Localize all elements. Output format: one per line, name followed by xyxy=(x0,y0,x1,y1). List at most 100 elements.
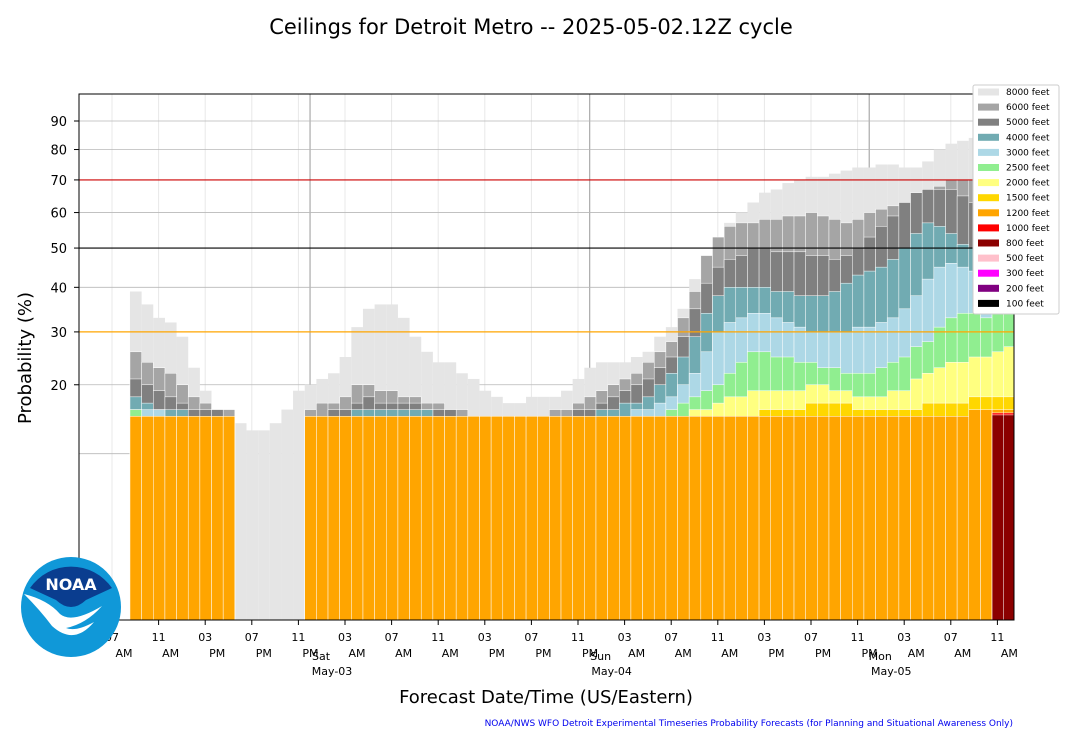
legend-label: 5000 feet xyxy=(1006,118,1050,128)
bar-1200-feet xyxy=(397,416,410,621)
x-tick-label: 11 xyxy=(851,631,865,644)
bar-1200-feet xyxy=(572,416,585,621)
bar-1200-feet xyxy=(723,416,737,621)
legend-label: 1500 feet xyxy=(1006,194,1050,204)
x-axis: 07 AM 11 AM 03 PM 07 PM 11 PM 03 AM 07 AM 11 AM 03 PM 07 PM… xyxy=(105,620,1018,678)
legend-swatch xyxy=(978,148,999,156)
x-tick-ampm: PM xyxy=(256,647,272,660)
legend-label: 100 feet xyxy=(1006,299,1044,309)
x-tick-label: 11 xyxy=(291,631,305,644)
day-label: Sat xyxy=(312,650,331,663)
legend-label: 800 feet xyxy=(1006,239,1044,249)
bar-1200-feet xyxy=(688,416,702,621)
legend-label: 4000 feet xyxy=(1006,133,1050,143)
bar-1200-feet xyxy=(956,416,970,621)
legend-swatch xyxy=(978,133,999,141)
noaa-logo: NOAA xyxy=(21,557,121,657)
bar-8000-feet xyxy=(281,409,294,620)
x-tick-ampm: PM xyxy=(582,647,598,660)
y-tick-label: 30 xyxy=(50,326,67,341)
x-tick-ampm: PM xyxy=(535,647,551,660)
bar-1200-feet xyxy=(432,416,445,621)
bar-1200-feet xyxy=(164,416,177,621)
x-tick-label: 07 xyxy=(664,631,678,644)
legend-swatch xyxy=(978,209,999,217)
bar-1200-feet xyxy=(875,416,888,621)
bar-1200-feet xyxy=(910,416,923,621)
legend-label: 1200 feet xyxy=(1006,209,1050,219)
bar-1200-feet xyxy=(444,416,457,621)
x-axis-label: Forecast Date/Time (US/Eastern) xyxy=(399,687,693,708)
bar-800-feet xyxy=(991,414,1004,621)
bar-1200-feet xyxy=(619,416,632,621)
bar-1200-feet xyxy=(793,416,806,621)
bar-1200-feet xyxy=(560,416,573,621)
bar-1200-feet xyxy=(525,416,538,621)
bar-1200-feet xyxy=(374,416,387,621)
x-tick-ampm: AM xyxy=(721,647,738,660)
bar-1200-feet xyxy=(630,416,643,621)
x-tick-ampm: PM xyxy=(209,647,225,660)
bar-1200-feet xyxy=(199,416,212,621)
legend-swatch xyxy=(978,179,999,187)
x-tick-label: 03 xyxy=(897,631,911,644)
bar-1200-feet xyxy=(770,416,783,621)
bar-1200-feet xyxy=(735,416,748,621)
bar-1200-feet xyxy=(863,416,876,621)
y-tick-label: 60 xyxy=(50,207,67,222)
y-axis: 20 30 40 50 60 70 80 90 xyxy=(50,115,79,394)
legend-swatch xyxy=(978,88,999,96)
x-tick-ampm: PM xyxy=(489,647,505,660)
legend-swatch xyxy=(978,224,999,232)
x-tick-ampm: AM xyxy=(395,647,412,660)
legend-swatch xyxy=(978,118,999,126)
bar-800-feet xyxy=(1003,414,1015,621)
bar-1200-feet xyxy=(898,416,911,621)
legend-swatch xyxy=(978,103,999,111)
y-tick-label: 70 xyxy=(50,174,67,189)
bar-1200-feet xyxy=(455,416,469,621)
day-label: Sun xyxy=(590,650,611,663)
bar-1200-feet xyxy=(805,416,818,621)
bar-1200-feet xyxy=(129,416,142,621)
threshold-layer xyxy=(79,179,1014,333)
x-tick-ampm: PM xyxy=(768,647,784,660)
bar-1200-feet xyxy=(327,416,340,621)
bar-1200-feet xyxy=(933,416,946,621)
noaa-logo-text: NOAA xyxy=(45,575,97,594)
y-tick-label: 20 xyxy=(50,379,67,394)
legend-label: 3000 feet xyxy=(1006,148,1050,158)
bar-1200-feet xyxy=(665,416,678,621)
bar-1200-feet xyxy=(980,409,993,621)
bar-1200-feet xyxy=(537,416,550,621)
credit-line: NOAA/NWS WFO Detroit Experimental Timese… xyxy=(485,719,1013,729)
x-tick-ampm: PM xyxy=(862,647,878,660)
bar-1200-feet xyxy=(222,416,236,621)
legend-swatch xyxy=(978,239,999,247)
bars-layer xyxy=(129,137,1015,621)
bar-1200-feet xyxy=(339,416,352,621)
y-tick-label: 40 xyxy=(50,281,67,296)
bar-1200-feet xyxy=(642,416,655,621)
bar-1200-feet xyxy=(828,416,841,621)
bar-1200-feet xyxy=(490,416,504,621)
legend: 8000 feet 6000 feet 5000 feet 4000 feet 3000… xyxy=(972,84,1060,315)
bar-1200-feet xyxy=(304,416,317,621)
bar-1200-feet xyxy=(479,416,492,621)
bar-1200-feet xyxy=(549,416,562,621)
bar-8000-feet xyxy=(246,430,259,620)
legend-swatch xyxy=(978,164,999,171)
day-label: Mon xyxy=(869,650,892,663)
bar-1200-feet xyxy=(316,416,329,621)
x-tick-label: 07 xyxy=(245,631,259,644)
x-tick-label: 11 xyxy=(711,631,725,644)
y-tick-label: 80 xyxy=(50,144,67,159)
bar-8000-feet xyxy=(269,423,282,620)
bar-1200-feet xyxy=(653,416,667,621)
x-tick-label: 07 xyxy=(524,631,538,644)
x-tick-ampm: PM xyxy=(302,647,318,660)
bar-1200-feet xyxy=(886,416,900,621)
bar-1200-feet xyxy=(607,416,620,621)
bar-1200-feet xyxy=(840,416,853,621)
x-tick-ampm: AM xyxy=(628,647,645,660)
